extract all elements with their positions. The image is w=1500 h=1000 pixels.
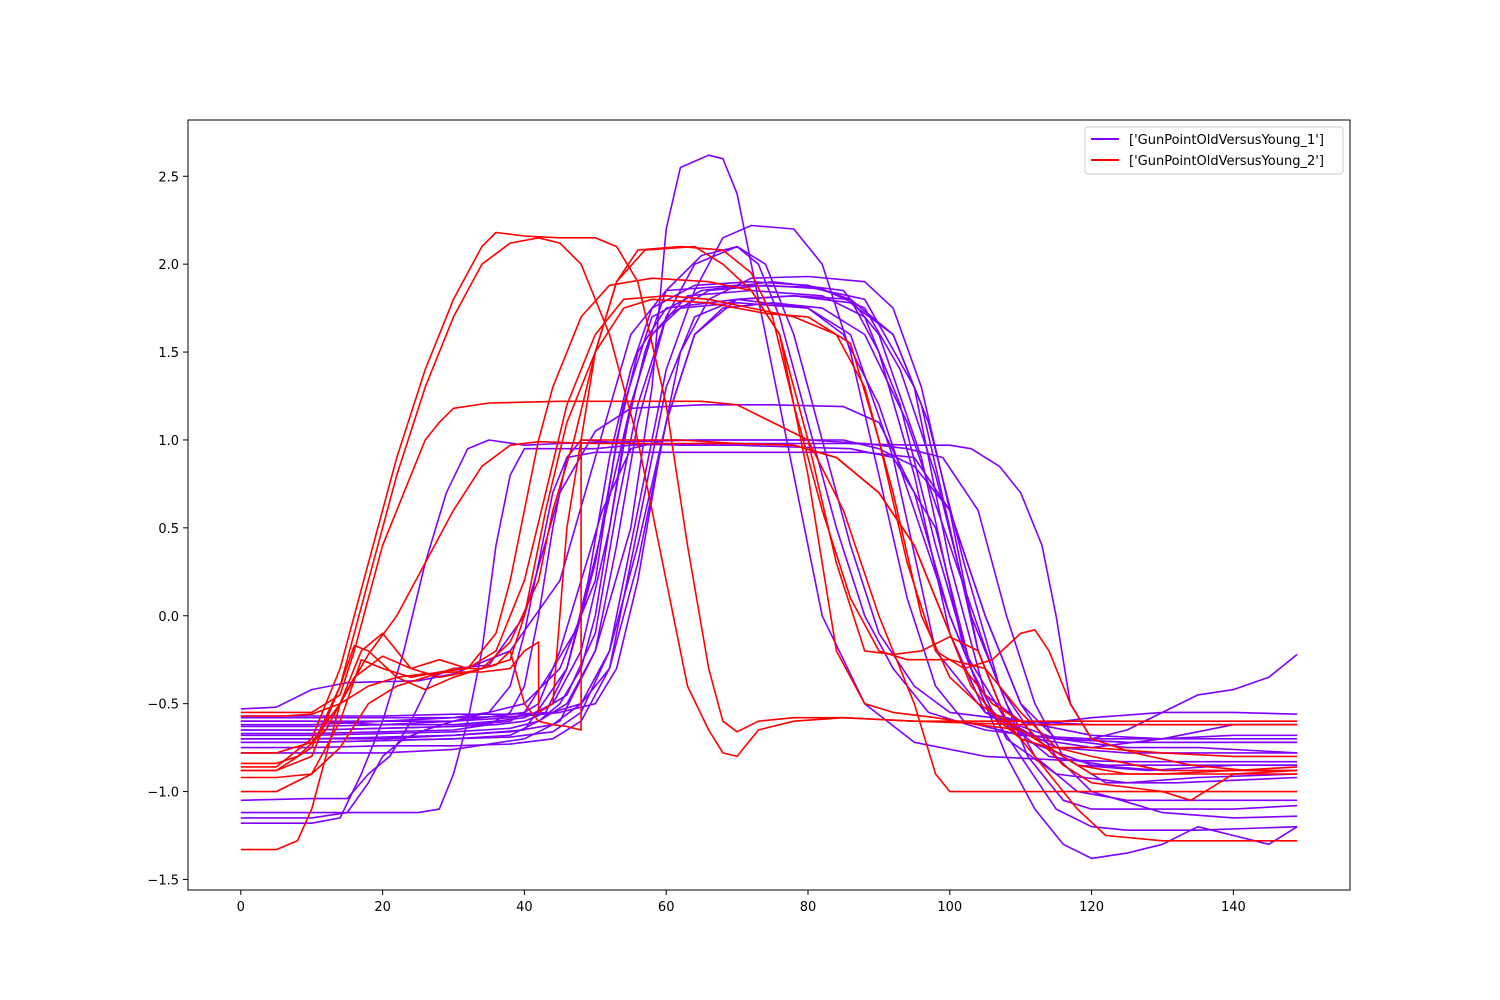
x-axis: 0 20 40 60 80 100 120 140 (237, 890, 1246, 915)
x-tick-label: 40 (516, 900, 533, 915)
y-tick-label: −0.5 (147, 698, 179, 713)
x-tick-label: 80 (800, 900, 817, 915)
x-tick-label: 120 (1079, 900, 1104, 915)
series-line-class-2-30 (240, 440, 1298, 758)
y-tick-label: 1.5 (158, 346, 179, 361)
legend-label-series-2: ['GunPointOldVersusYoung_2'] (1129, 154, 1324, 169)
y-tick-label: 2.5 (158, 170, 179, 185)
x-tick-label: 140 (1221, 900, 1246, 915)
series-line-class-1-15 (240, 301, 1298, 810)
y-tick-label: 0.5 (158, 522, 179, 537)
x-tick-label: 0 (237, 900, 245, 915)
series-line-class-2-23 (240, 237, 1298, 772)
x-tick-label: 20 (374, 900, 391, 915)
x-tick-label: 60 (658, 900, 675, 915)
y-tick-label: −1.5 (147, 873, 179, 888)
plot-frame (187, 119, 1351, 891)
y-tick-label: 2.0 (158, 258, 179, 273)
series-line-class-2-28 (240, 439, 1298, 802)
legend-box (1084, 126, 1344, 175)
series-line-class-2-26 (240, 294, 1298, 793)
series-line-class-1-5 (240, 154, 1298, 763)
series-line-class-1-14 (240, 289, 1298, 860)
y-tick-label: 1.0 (158, 434, 179, 449)
series-line-class-1-4 (240, 442, 1298, 814)
series-line-class-2-24 (240, 400, 1298, 793)
legend: ['GunPointOldVersusYoung_1'] ['GunPointO… (1084, 126, 1344, 175)
series-lines (240, 154, 1298, 860)
y-tick-label: −1.0 (147, 786, 179, 801)
series-line-class-2-25 (240, 277, 1298, 851)
legend-label-series-1: ['GunPointOldVersusYoung_1'] (1129, 133, 1324, 148)
y-tick-label: 0.0 (158, 610, 179, 625)
x-tick-label: 100 (937, 900, 962, 915)
series-line-class-2-22 (240, 231, 1298, 768)
series-line-class-2-29 (240, 245, 1298, 775)
y-axis: −1.5 −1.0 −0.5 0.0 0.5 1.0 1.5 2.0 2.5 (147, 170, 188, 888)
series-line-class-1-18 (240, 245, 1298, 737)
series-line-class-2-31 (240, 298, 1298, 779)
